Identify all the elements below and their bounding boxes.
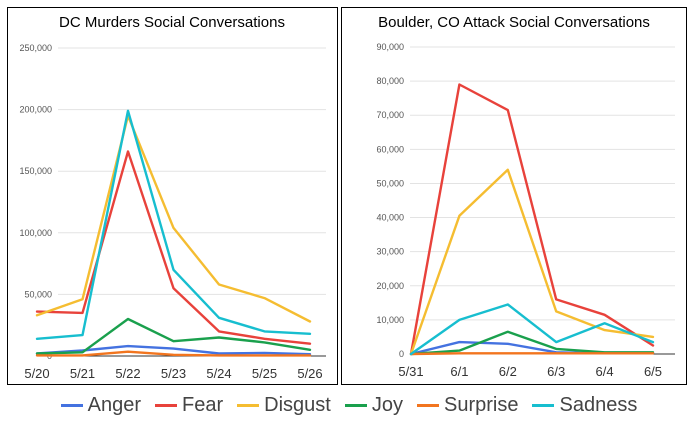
legend-item-anger: Anger bbox=[60, 393, 142, 417]
legend-label: Fear bbox=[182, 393, 224, 416]
boulder-chart-title: Boulder, CO Attack Social Conversations bbox=[378, 14, 650, 31]
dc-x-tick-label: 5/24 bbox=[206, 366, 231, 381]
boulder-series-disgust-line bbox=[409, 168, 655, 356]
dc-y-tick-label: 100,000 bbox=[19, 228, 52, 238]
legend-item-fear: Fear bbox=[155, 394, 223, 417]
legend-item-surprise: Surprise bbox=[417, 394, 518, 417]
boulder-y-tick-label: 10,000 bbox=[376, 315, 404, 325]
boulder-series-joy-line bbox=[409, 330, 655, 356]
chart-panel-boulder: Boulder, CO Attack Social Conversations 0… bbox=[341, 7, 687, 385]
boulder-y-tick-label: 70,000 bbox=[376, 110, 404, 120]
dc-y-tick-label: 50,000 bbox=[24, 289, 52, 299]
dc-y-tick-label: 200,000 bbox=[19, 105, 52, 115]
boulder-y-tick-label: 30,000 bbox=[376, 247, 404, 257]
legend-item-disgust: Disgust bbox=[237, 394, 331, 417]
legend-swatch bbox=[532, 403, 555, 407]
dc-x-tick-label: 5/22 bbox=[115, 366, 140, 381]
boulder-y-tick-label: 20,000 bbox=[376, 281, 404, 291]
legend: Anger Fear Disgust Joy Surprise Sadness bbox=[0, 392, 698, 418]
boulder-series-surprise-line bbox=[409, 352, 655, 356]
dc-series-anger-line bbox=[35, 344, 312, 356]
dc-series-disgust-line bbox=[35, 114, 312, 323]
dc-x-tick-label: 5/20 bbox=[24, 366, 49, 381]
dc-chart-svg: DC Murders Social Conversations050,00010… bbox=[19, 14, 326, 381]
boulder-y-tick-label: 50,000 bbox=[376, 178, 404, 188]
dc-series-sadness-line bbox=[35, 109, 312, 340]
boulder-y-tick-label: 90,000 bbox=[376, 42, 404, 52]
boulder-chart-svg: Boulder, CO Attack Social Conversations 0… bbox=[376, 14, 675, 379]
dc-series-surprise-line bbox=[35, 350, 312, 357]
dc-x-tick-label: 5/21 bbox=[70, 366, 95, 381]
chart-panel-dc: DC Murders Social Conversations 0 50,000 10… bbox=[7, 7, 338, 385]
dc-y-tick-label: 250,000 bbox=[19, 43, 52, 53]
legend-swatch bbox=[155, 403, 178, 407]
boulder-y-tick-label: 40,000 bbox=[376, 213, 404, 223]
dc-x-tick-label: 5/26 bbox=[297, 366, 322, 381]
legend-swatch bbox=[237, 403, 260, 407]
boulder-x-tick-label: 6/5 bbox=[644, 364, 662, 379]
dc-chart-title: DC Murders Social Conversations bbox=[59, 14, 285, 31]
legend-swatch bbox=[344, 403, 367, 407]
boulder-x-tick-label: 6/1 bbox=[450, 364, 468, 379]
legend-label: Surprise bbox=[444, 393, 519, 416]
legend-swatch bbox=[60, 403, 83, 407]
boulder-x-tick-label: 6/4 bbox=[596, 364, 614, 379]
legend-item-sadness: Sadness bbox=[532, 394, 637, 417]
legend-label: Anger bbox=[87, 393, 142, 416]
legend-label: Sadness bbox=[559, 393, 638, 416]
boulder-series-fear-line bbox=[409, 83, 655, 356]
boulder-series-sadness-line bbox=[409, 303, 655, 356]
boulder-x-tick-label: 6/3 bbox=[547, 364, 565, 379]
boulder-x-tick-label: 5/31 bbox=[398, 364, 423, 379]
legend-item-joy: Joy bbox=[344, 393, 403, 417]
legend-label: Joy bbox=[371, 393, 403, 416]
dc-series-joy-line bbox=[35, 317, 312, 355]
boulder-x-tick-label: 6/2 bbox=[499, 364, 517, 379]
dc-series-fear-line bbox=[35, 150, 312, 345]
boulder-y-tick-label: 0 bbox=[399, 349, 404, 359]
dc-x-tick-label: 5/23 bbox=[161, 366, 186, 381]
dc-x-tick-label: 5/25 bbox=[252, 366, 277, 381]
legend-label: Disgust bbox=[264, 393, 331, 416]
boulder-y-tick-label: 80,000 bbox=[376, 76, 404, 86]
boulder-y-tick-label: 60,000 bbox=[376, 144, 404, 154]
dc-y-tick-label: 150,000 bbox=[19, 166, 52, 176]
legend-swatch bbox=[417, 403, 439, 407]
